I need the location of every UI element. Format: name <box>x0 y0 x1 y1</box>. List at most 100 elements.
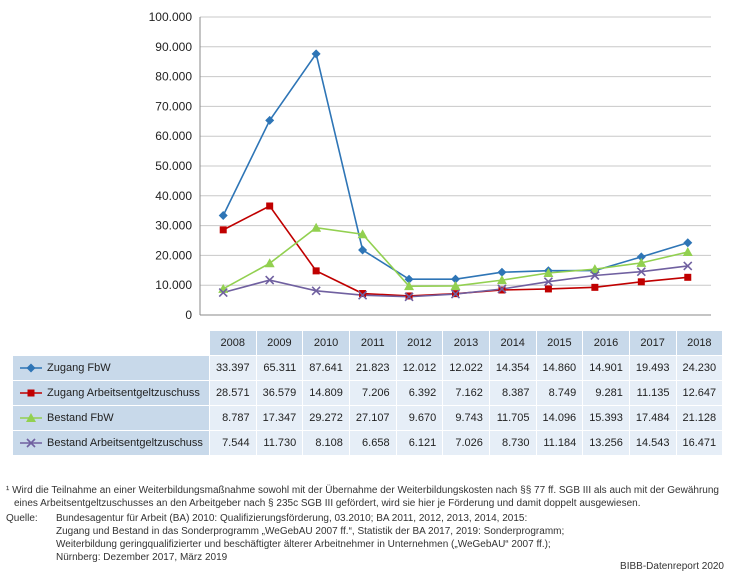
data-point-square <box>219 226 227 234</box>
footnotes: ¹ Wird die Teilnahme an einer Weiterbild… <box>6 484 726 564</box>
table-cell: 8.787 <box>208 405 257 431</box>
table-cell: 9.281 <box>582 380 630 406</box>
y-tick-label: 50.000 <box>155 159 192 173</box>
data-point-x <box>636 267 646 277</box>
data-point-diamond <box>636 252 646 262</box>
table-cell: 7.206 <box>348 380 397 406</box>
data-point-triangle <box>404 281 415 291</box>
table-cell: 9.670 <box>395 405 444 431</box>
data-point-square <box>637 278 645 286</box>
data-point-triangle <box>26 413 36 423</box>
table-row: Zugang FbW 33.397 65.311 87.641 21.823 12.012… <box>12 355 724 381</box>
data-point-x <box>218 287 228 298</box>
table-cell: 14.809 <box>302 380 350 406</box>
table-cell: 7.026 <box>442 430 490 456</box>
legend-swatch <box>20 363 42 373</box>
table-cell: 8.749 <box>535 380 584 406</box>
data-point-diamond <box>451 274 460 284</box>
table-cell: 6.658 <box>348 430 397 456</box>
data-point-square <box>684 273 692 281</box>
y-tick-label: 10.000 <box>155 278 192 292</box>
y-tick-label: 100.000 <box>149 10 193 24</box>
table-row: Bestand Arbeitsentgeltzuschuss 7.544 11.73… <box>12 430 724 456</box>
table-cell: 12.012 <box>395 355 444 381</box>
chart-markers <box>218 49 693 302</box>
source-label: Quelle: <box>6 513 38 524</box>
y-tick-label: 90.000 <box>155 40 192 54</box>
year-header: 2010 <box>302 330 350 356</box>
y-tick-label: 20.000 <box>155 248 192 262</box>
y-tick-label: 0 <box>185 308 192 322</box>
data-point-square <box>266 202 274 210</box>
series-name: Bestand Arbeitsentgeltzuschuss <box>47 437 203 449</box>
data-point-square <box>27 389 35 397</box>
table-cell: 17.347 <box>255 405 304 431</box>
table-cell: 12.647 <box>675 380 724 406</box>
series-legend-label: Bestand Arbeitsentgeltzuschuss <box>12 430 210 456</box>
data-point-square <box>544 285 552 293</box>
year-header: 2018 <box>675 330 724 356</box>
series-legend-label: Zugang FbW <box>12 355 210 381</box>
data-point-triangle <box>450 280 461 290</box>
table-cell: 17.484 <box>628 405 677 431</box>
data-point-diamond <box>404 274 414 284</box>
data-point-diamond <box>26 363 36 373</box>
legend-swatch <box>20 438 42 448</box>
table-corner <box>12 330 210 356</box>
table-row: Bestand FbW 8.787 17.347 29.272 27.107 9.670 9… <box>12 405 724 431</box>
chart-series-lines <box>222 51 689 298</box>
data-point-x <box>265 275 275 285</box>
data-point-x <box>683 261 693 271</box>
table-cell: 7.544 <box>208 430 257 456</box>
source-block: Quelle: Bundesagentur für Arbeit (BA) 20… <box>6 512 726 564</box>
data-point-triangle <box>264 258 275 268</box>
table-cell: 14.860 <box>535 355 584 381</box>
y-tick-label: 30.000 <box>155 219 192 233</box>
data-point-x <box>311 286 321 296</box>
source-line: Bundesagentur für Arbeit (BA) 2010: Qual… <box>56 513 528 524</box>
y-tick-label: 80.000 <box>155 70 192 84</box>
y-tick-label: 60.000 <box>155 129 192 143</box>
table-cell: 9.743 <box>442 405 490 431</box>
data-point-triangle <box>496 275 507 285</box>
series-name: Bestand FbW <box>47 412 114 424</box>
table-cell: 11.705 <box>488 405 537 431</box>
y-axis-ticks: 0 10.000 20.000 30.000 40.000 50.000 60.000 70.… <box>149 10 193 322</box>
data-point-triangle <box>543 267 554 277</box>
data-point-x <box>543 277 553 287</box>
chart-gridlines <box>199 16 711 316</box>
series-name: Zugang FbW <box>47 362 111 374</box>
year-header: 2017 <box>628 330 677 356</box>
source-line: Nürnberg: Dezember 2017, März 2019 <box>56 552 228 563</box>
y-tick-label: 40.000 <box>155 189 192 203</box>
table-cell: 21.128 <box>675 405 724 431</box>
data-point-diamond <box>497 267 507 277</box>
year-header: 2016 <box>582 330 630 356</box>
table-cell: 11.184 <box>535 430 584 456</box>
table-cell: 14.354 <box>488 355 537 381</box>
line-chart: 0 10.000 20.000 30.000 40.000 50.000 60.000 70.… <box>149 10 711 322</box>
table-cell: 6.121 <box>395 430 444 456</box>
series-name: Zugang Arbeitsentgeltzuschuss <box>47 387 200 399</box>
credit-text: BIBB-Datenreport 2020 <box>620 561 724 572</box>
table-cell: 24.230 <box>675 355 724 381</box>
data-point-x <box>26 438 36 448</box>
data-point-x <box>590 270 600 281</box>
data-point-triangle <box>589 264 600 274</box>
table-cell: 8.730 <box>488 430 537 456</box>
table-cell: 16.471 <box>675 430 724 456</box>
table-cell: 11.135 <box>628 380 677 406</box>
data-point-x <box>404 292 414 302</box>
table-cell: 33.397 <box>208 355 257 381</box>
table-cell: 87.641 <box>302 355 350 381</box>
data-point-diamond <box>218 210 228 220</box>
data-point-diamond <box>358 245 368 255</box>
source-lines: Bundesagentur für Arbeit (BA) 2010: Qual… <box>56 512 564 564</box>
table-cell: 36.579 <box>255 380 304 406</box>
table-cell: 8.387 <box>488 380 537 406</box>
table-cell: 21.823 <box>348 355 397 381</box>
table-row: Zugang Arbeitsentgeltzuschuss 28.571 36.57… <box>12 380 724 406</box>
year-header: 2014 <box>488 330 537 356</box>
series-legend-label: Zugang Arbeitsentgeltzuschuss <box>12 380 210 406</box>
data-point-diamond <box>265 115 275 125</box>
